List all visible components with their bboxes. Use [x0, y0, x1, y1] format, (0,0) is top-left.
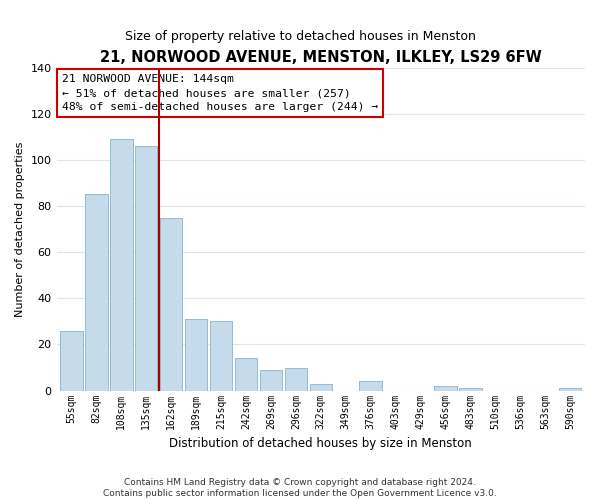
Bar [559, 388, 581, 390]
Bar [284, 368, 307, 390]
Bar [235, 358, 257, 390]
Text: 21 NORWOOD AVENUE: 144sqm
← 51% of detached houses are smaller (257)
48% of semi: 21 NORWOOD AVENUE: 144sqm ← 51% of detac… [62, 74, 378, 112]
Y-axis label: Number of detached properties: Number of detached properties [15, 142, 25, 317]
Bar [60, 330, 83, 390]
Bar [260, 370, 282, 390]
Bar [185, 319, 208, 390]
Bar [110, 139, 133, 390]
Bar [359, 382, 382, 390]
Bar [434, 386, 457, 390]
X-axis label: Distribution of detached houses by size in Menston: Distribution of detached houses by size … [169, 437, 472, 450]
Text: Contains HM Land Registry data © Crown copyright and database right 2024.
Contai: Contains HM Land Registry data © Crown c… [103, 478, 497, 498]
Bar [210, 322, 232, 390]
Bar [135, 146, 157, 390]
Bar [459, 388, 482, 390]
Text: Size of property relative to detached houses in Menston: Size of property relative to detached ho… [125, 30, 475, 43]
Bar [85, 194, 107, 390]
Bar [310, 384, 332, 390]
Bar [160, 218, 182, 390]
Title: 21, NORWOOD AVENUE, MENSTON, ILKLEY, LS29 6FW: 21, NORWOOD AVENUE, MENSTON, ILKLEY, LS2… [100, 50, 542, 65]
